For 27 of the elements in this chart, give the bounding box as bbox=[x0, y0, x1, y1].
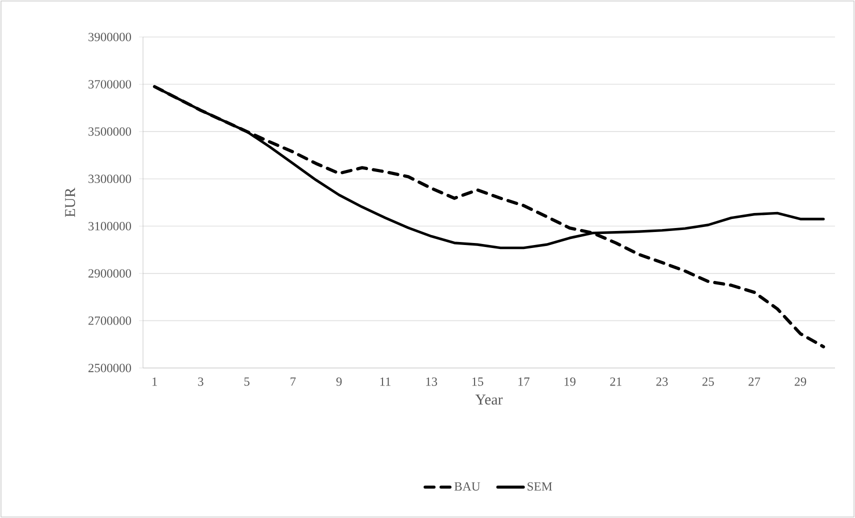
x-axis-title: Year bbox=[475, 394, 503, 405]
y-tick-label: 2700000 bbox=[88, 316, 132, 325]
x-tick-label: 15 bbox=[472, 377, 484, 386]
legend-label: SEM bbox=[528, 482, 552, 491]
y-tick-label: 2500000 bbox=[88, 364, 132, 372]
x-tick-label: 23 bbox=[656, 377, 668, 386]
legend-label: BAU bbox=[454, 482, 480, 491]
y-tick-label: 3300000 bbox=[88, 174, 132, 184]
x-tick-label: 13 bbox=[426, 377, 438, 386]
x-tick-label: 25 bbox=[702, 377, 714, 386]
y-tick-label: 3500000 bbox=[88, 127, 132, 136]
x-tick-label: 9 bbox=[336, 377, 342, 386]
x-tick-label: 11 bbox=[380, 377, 390, 386]
x-tick-label: 29 bbox=[794, 377, 806, 386]
x-tick-label: 19 bbox=[564, 377, 576, 386]
y-tick-label: 3700000 bbox=[88, 80, 132, 88]
x-tick-label: 17 bbox=[518, 377, 530, 386]
x-tick-label: 3 bbox=[198, 377, 204, 386]
x-tick-label: 21 bbox=[610, 377, 622, 386]
y-tick-label: 3100000 bbox=[88, 222, 132, 230]
x-tick-label: 5 bbox=[244, 377, 250, 386]
x-tick-label: 27 bbox=[748, 377, 760, 386]
y-tick-label: 3900000 bbox=[88, 32, 132, 42]
y-tick-label: 2900000 bbox=[88, 269, 132, 278]
x-tick-label: 7 bbox=[290, 377, 296, 386]
y-axis-title: EUR bbox=[65, 188, 76, 217]
x-tick-label: 1 bbox=[152, 377, 157, 386]
